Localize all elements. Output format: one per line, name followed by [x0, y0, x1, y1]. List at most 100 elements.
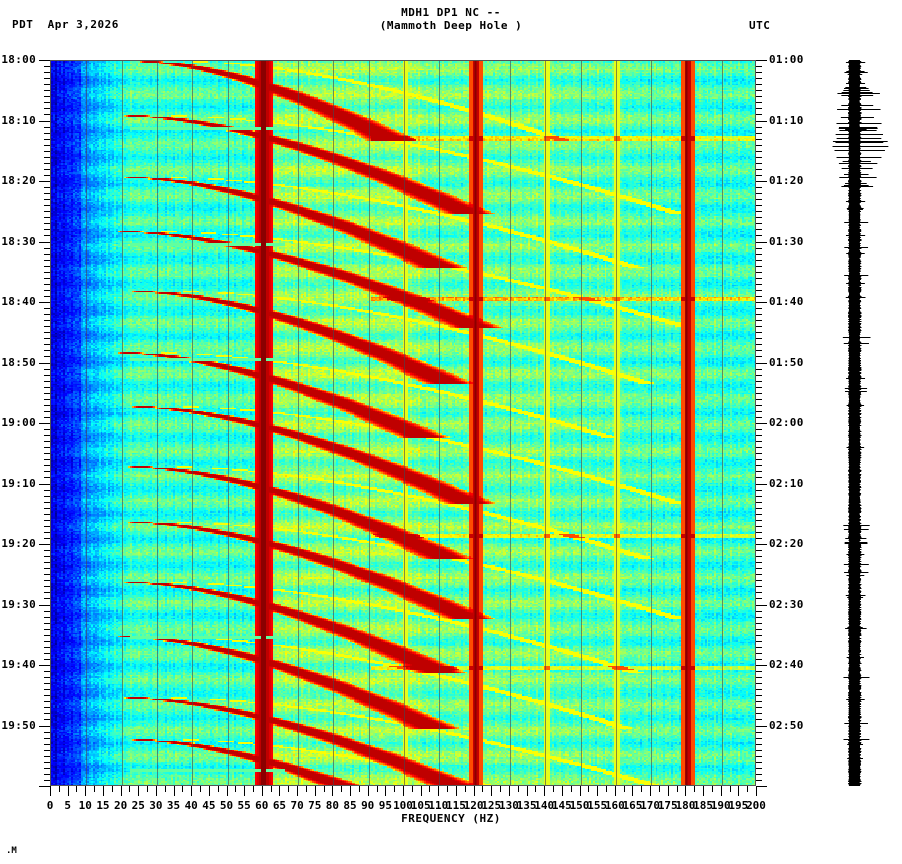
y-tick-right: [756, 375, 762, 376]
y-tick-right: [756, 199, 762, 200]
x-tick: [474, 786, 475, 796]
y-tick-right: [756, 441, 762, 442]
y-tick-right: [756, 139, 762, 140]
y-axis-label-pdt: 19:10: [1, 476, 36, 490]
x-tick: [297, 786, 298, 796]
x-axis-label: 10: [78, 799, 92, 812]
x-tick: [580, 786, 581, 796]
y-tick-right: [756, 556, 762, 557]
y-tick-left: [39, 605, 50, 606]
y-tick-right: [756, 302, 767, 303]
x-tick: [588, 786, 589, 792]
y-tick-right: [756, 617, 762, 618]
y-tick-right: [756, 314, 762, 315]
y-tick-right: [756, 217, 762, 218]
y-tick-right: [756, 786, 767, 787]
x-tick: [147, 786, 148, 792]
y-tick-right: [756, 719, 762, 720]
x-tick: [271, 786, 272, 792]
y-tick-right: [756, 332, 762, 333]
y-axis-label-pdt: 19:00: [1, 416, 36, 429]
y-tick-right: [756, 96, 762, 97]
y-axis-label-utc: 01:10: [769, 113, 804, 127]
helicorder-waveform-strip: [828, 60, 900, 786]
x-tick: [121, 786, 122, 796]
x-tick: [535, 786, 536, 792]
x-axis-label: 30: [149, 799, 163, 812]
x-tick: [659, 786, 660, 792]
x-tick: [138, 786, 139, 796]
x-axis-label: 130: [498, 799, 519, 812]
x-tick: [677, 786, 678, 792]
y-tick-right: [756, 405, 762, 406]
y-axis-label-utc: 02:50: [769, 718, 804, 732]
x-axis-label: 60: [255, 799, 269, 812]
y-tick-right: [756, 671, 762, 672]
y-tick-right: [756, 738, 762, 739]
header-station-code: MDH1 DP1 NC --: [401, 6, 501, 19]
x-tick: [85, 786, 86, 796]
x-tick: [156, 786, 157, 796]
y-tick-right: [756, 211, 762, 212]
x-tick: [465, 786, 466, 792]
y-tick-right: [756, 175, 762, 176]
x-tick: [359, 786, 360, 792]
x-tick: [209, 786, 210, 796]
y-tick-right: [756, 254, 762, 255]
x-axis-label: 45: [202, 799, 216, 812]
y-tick-left: [39, 423, 50, 424]
y-axis-label-utc: 01:50: [769, 355, 804, 369]
y-tick-right: [756, 774, 762, 775]
y-axis-label-pdt: 19:40: [1, 658, 36, 671]
y-tick-right: [756, 659, 762, 660]
y-tick-left: [39, 484, 50, 485]
x-tick: [756, 786, 757, 796]
y-tick-right: [756, 665, 767, 666]
x-tick: [685, 786, 686, 796]
y-axis-label-utc: 02:30: [769, 597, 804, 611]
y-axis-label-utc: 02:10: [769, 476, 804, 490]
y-tick-right: [756, 60, 767, 61]
spectrogram-plot[interactable]: [50, 60, 756, 786]
x-tick: [368, 786, 369, 796]
x-tick: [332, 786, 333, 796]
y-axis-label-pdt: 18:30: [1, 234, 36, 248]
y-tick-right: [756, 90, 762, 91]
x-axis-label: 40: [184, 799, 198, 812]
x-tick: [306, 786, 307, 792]
y-tick-right: [756, 598, 762, 599]
y-tick-right: [756, 187, 762, 188]
header-timezone-left: PDT: [12, 18, 34, 31]
x-tick: [694, 786, 695, 792]
y-tick-right: [756, 502, 762, 503]
x-tick: [200, 786, 201, 792]
y-tick-right: [756, 459, 762, 460]
y-tick-left: [39, 60, 50, 61]
y-axis-label-pdt: 18:40: [1, 295, 36, 308]
y-tick-right: [756, 350, 762, 351]
x-tick: [218, 786, 219, 792]
x-tick: [747, 786, 748, 792]
x-tick: [244, 786, 245, 796]
y-tick-right: [756, 272, 762, 273]
y-tick-right: [756, 248, 762, 249]
y-axis-label-pdt: 19:50: [1, 718, 36, 732]
x-tick: [262, 786, 263, 796]
y-tick-right: [756, 429, 762, 430]
y-tick-right: [756, 423, 767, 424]
y-tick-left: [39, 242, 50, 243]
x-tick: [429, 786, 430, 792]
x-axis-label: 25: [131, 799, 145, 812]
y-tick-right: [756, 205, 762, 206]
y-tick-right: [756, 411, 762, 412]
y-tick-right: [756, 66, 762, 67]
x-axis-label: 125: [481, 799, 502, 812]
x-tick: [571, 786, 572, 792]
x-axis-label: 70: [290, 799, 304, 812]
y-axis-label-pdt: 18:10: [1, 113, 36, 127]
x-tick: [385, 786, 386, 796]
x-tick: [412, 786, 413, 792]
y-tick-right: [756, 635, 762, 636]
y-tick-right: [756, 223, 762, 224]
y-tick-right: [756, 562, 762, 563]
